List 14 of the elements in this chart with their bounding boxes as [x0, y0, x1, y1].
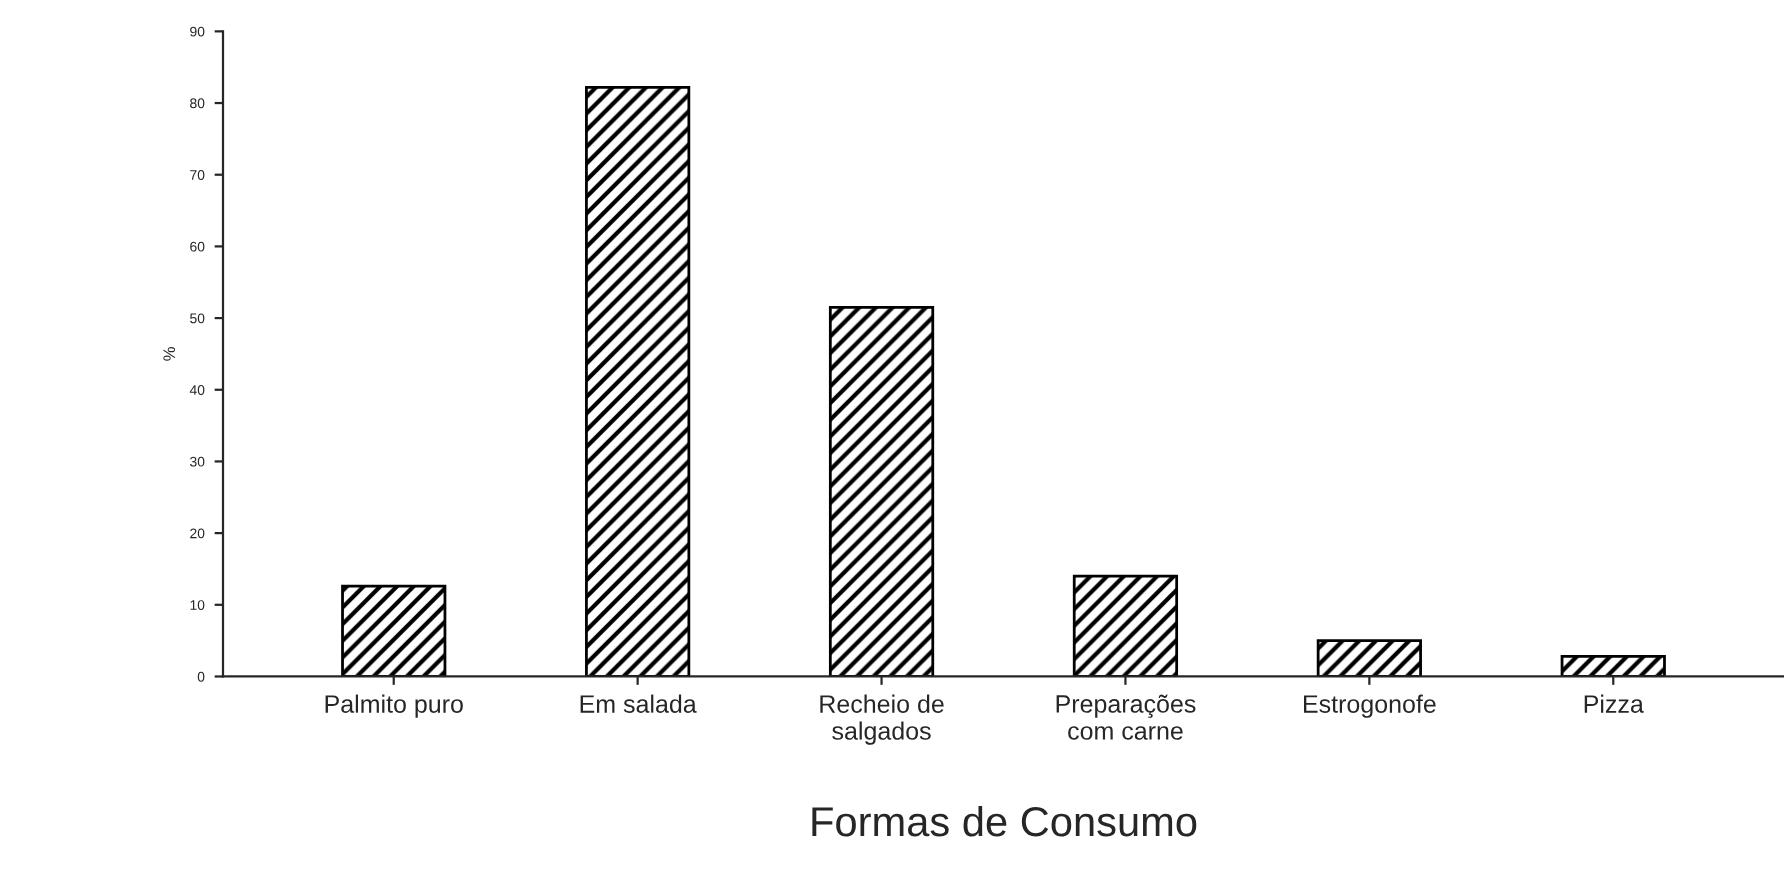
y-axis-title: %	[163, 347, 176, 361]
x-tick-label: Em salada	[580, 694, 697, 713]
bar	[1072, 574, 1179, 677]
bar	[341, 584, 447, 677]
bar	[1316, 639, 1422, 677]
x-tick-label: Recheio de salgados	[820, 694, 944, 745]
x-tick-label: Pizza	[1584, 694, 1644, 713]
x-tick-label: Palmito puro	[325, 694, 463, 718]
x-tick-label: Preparações com carne	[1056, 694, 1196, 740]
bar	[1560, 655, 1666, 677]
bar	[828, 305, 935, 677]
x-axis-title: Formas de Consumo	[812, 805, 1197, 837]
x-tick-label: Estrogonofe	[1304, 694, 1436, 718]
bar	[585, 85, 691, 677]
